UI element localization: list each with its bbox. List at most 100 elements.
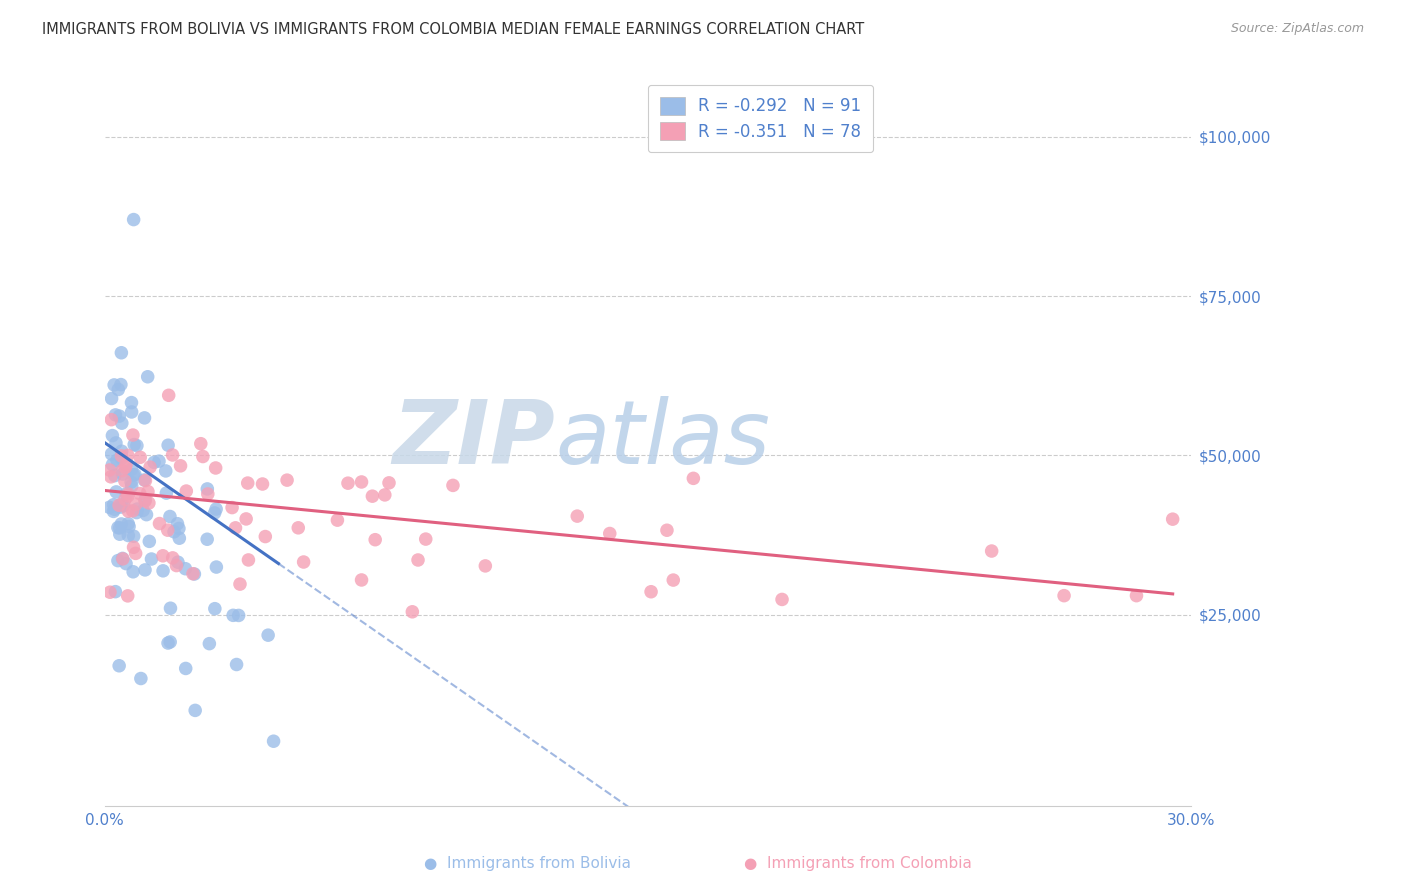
Point <box>1053 589 1076 603</box>
Point <box>110 345 132 359</box>
Point <box>599 526 621 541</box>
Point <box>162 448 184 462</box>
Point <box>103 504 125 518</box>
Point <box>252 477 274 491</box>
Point <box>567 509 589 524</box>
Point <box>122 565 145 579</box>
Point <box>176 484 198 499</box>
Point <box>125 439 148 453</box>
Point <box>221 500 243 515</box>
Point <box>159 509 181 524</box>
Point <box>122 212 145 227</box>
Point <box>107 554 129 568</box>
Point <box>120 475 142 489</box>
Text: ZIP: ZIP <box>392 396 555 483</box>
Point <box>98 463 121 477</box>
Point <box>108 409 131 423</box>
Point <box>238 553 260 567</box>
Point <box>104 408 127 422</box>
Point <box>125 497 148 511</box>
Point <box>108 658 131 673</box>
Point <box>770 592 793 607</box>
Point <box>110 497 132 511</box>
Point <box>108 521 131 535</box>
Point <box>134 563 156 577</box>
Point <box>374 488 396 502</box>
Point <box>662 573 685 587</box>
Point <box>136 369 159 384</box>
Point <box>181 566 204 581</box>
Point <box>98 500 121 515</box>
Point <box>159 635 181 649</box>
Point <box>134 492 156 507</box>
Point <box>1125 589 1147 603</box>
Point <box>121 462 143 476</box>
Point <box>100 447 122 461</box>
Point <box>190 436 212 450</box>
Text: ●  Immigrants from Bolivia: ● Immigrants from Bolivia <box>423 856 631 871</box>
Point <box>204 506 226 520</box>
Point <box>122 437 145 451</box>
Point <box>100 470 122 484</box>
Point <box>122 467 145 482</box>
Point <box>100 392 122 406</box>
Point <box>121 405 143 419</box>
Point <box>162 550 184 565</box>
Point <box>415 532 437 546</box>
Point <box>204 461 226 475</box>
Point <box>225 657 247 672</box>
Point <box>121 479 143 493</box>
Point <box>195 482 218 496</box>
Point <box>254 530 277 544</box>
Point <box>205 502 228 516</box>
Point <box>135 508 157 522</box>
Point <box>350 475 373 489</box>
Point <box>115 557 138 571</box>
Point <box>128 486 150 500</box>
Point <box>112 499 135 513</box>
Point <box>441 478 464 492</box>
Point <box>115 487 138 501</box>
Point <box>364 533 387 547</box>
Point <box>134 410 156 425</box>
Point <box>117 449 139 463</box>
Point <box>141 552 163 566</box>
Point <box>114 460 136 475</box>
Point <box>197 487 219 501</box>
Point <box>108 499 131 513</box>
Point <box>195 533 218 547</box>
Point <box>138 534 160 549</box>
Point <box>134 494 156 508</box>
Point <box>114 492 136 507</box>
Point <box>157 438 180 452</box>
Point <box>229 577 252 591</box>
Text: Source: ZipAtlas.com: Source: ZipAtlas.com <box>1230 22 1364 36</box>
Point <box>111 444 134 458</box>
Point <box>105 453 128 467</box>
Point <box>139 460 162 475</box>
Point <box>111 464 134 478</box>
Point <box>117 589 139 603</box>
Point <box>174 661 197 675</box>
Point <box>682 471 704 485</box>
Point <box>336 476 359 491</box>
Point <box>167 555 190 569</box>
Point <box>121 395 143 409</box>
Point <box>111 551 134 566</box>
Point <box>655 523 678 537</box>
Point <box>110 377 132 392</box>
Point <box>224 521 246 535</box>
Point <box>117 489 139 503</box>
Point <box>235 512 257 526</box>
Point <box>127 502 149 516</box>
Point <box>163 524 186 539</box>
Point <box>122 529 145 543</box>
Point <box>114 474 136 488</box>
Point <box>148 516 170 531</box>
Point <box>236 476 259 491</box>
Point <box>169 531 191 545</box>
Point <box>166 558 188 573</box>
Point <box>191 450 214 464</box>
Point <box>100 412 122 426</box>
Point <box>107 521 129 535</box>
